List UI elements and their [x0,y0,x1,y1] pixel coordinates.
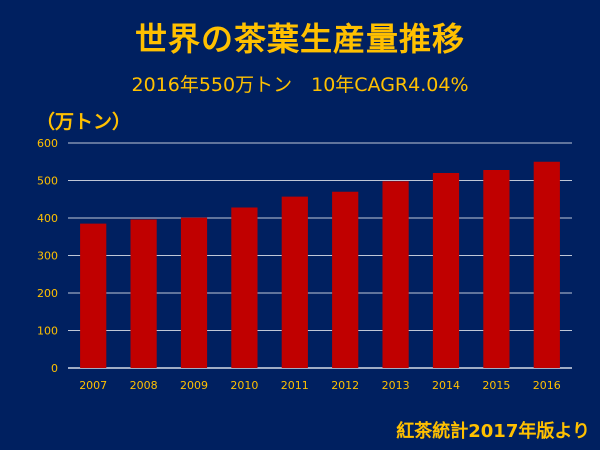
bar-2010 [231,207,258,368]
x-tick-label: 2010 [230,379,258,392]
y-axis-unit-label: （万トン） [36,111,132,133]
bar-2016 [533,161,560,368]
x-tick-label: 2008 [130,379,158,392]
bar-2015 [483,170,510,368]
x-tick-label: 2007 [79,379,107,392]
x-tick-label: 2011 [281,379,309,392]
source-note: 紅茶統計2017年版より [396,421,590,442]
y-tick-label: 400 [37,212,58,225]
bar-2014 [432,173,460,368]
bar-2013 [382,181,409,368]
y-tick-label: 600 [37,137,58,150]
y-tick-label: 500 [37,175,58,188]
bar-2012 [332,191,359,368]
bar-2008 [130,219,157,368]
x-tick-label: 2014 [432,379,460,392]
bar-2011 [281,196,308,368]
x-tick-label: 2013 [382,379,410,392]
x-axis-ticks: 2007 2008 2009 2010 2011 2012 2013 2014 2015 2016 [79,379,561,392]
chart-subtitle: 2016年550万トン 10年CAGR4.04% [131,74,469,96]
bar-2009 [180,217,208,368]
y-tick-label: 0 [51,362,58,375]
x-tick-label: 2012 [331,379,359,392]
bars [80,161,560,368]
x-tick-label: 2009 [180,379,208,392]
y-tick-label: 200 [37,287,58,300]
y-axis-ticks: 0 100 200 300 400 500 600 [37,137,58,375]
x-tick-label: 2016 [533,379,561,392]
y-tick-label: 100 [37,325,58,338]
y-tick-label: 300 [37,250,58,263]
x-tick-label: 2015 [482,379,510,392]
chart-title: 世界の茶葉生産量推移 [134,20,465,58]
bar-2007 [80,223,107,368]
